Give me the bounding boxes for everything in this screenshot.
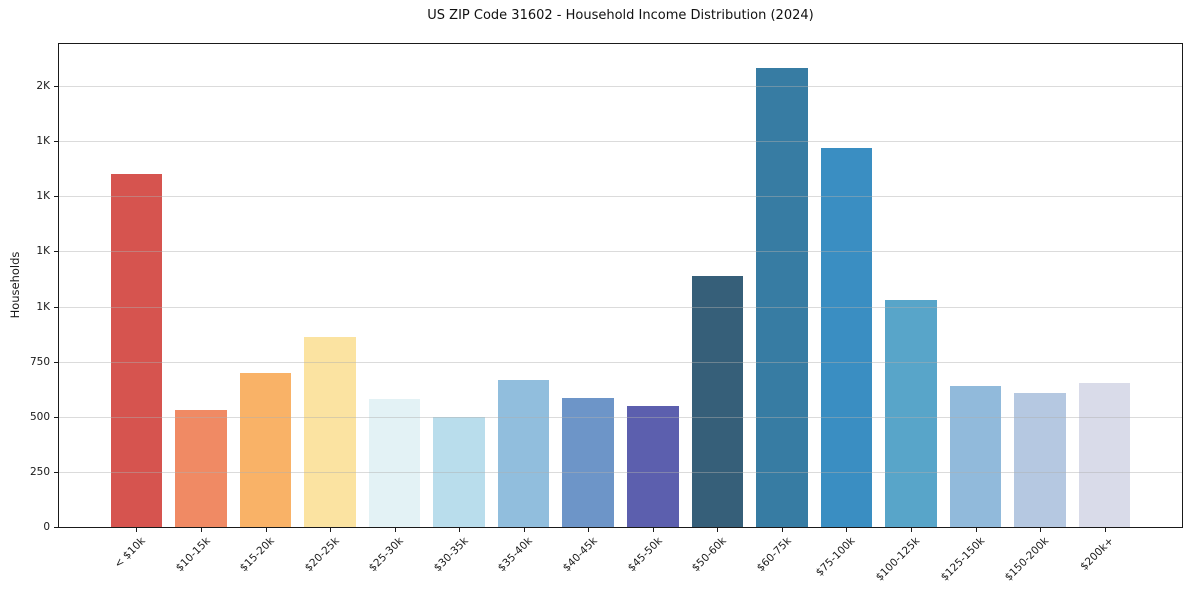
x-tick	[330, 528, 332, 532]
x-tick	[846, 528, 848, 532]
x-tick	[201, 528, 202, 532]
bar-$20-25k	[304, 337, 356, 527]
bar-$35-40k	[497, 380, 550, 527]
y-tick	[54, 85, 58, 87]
plot-area	[58, 43, 1183, 528]
x-tick-label-text: $15-20k	[237, 535, 277, 575]
y-tick-label: 500	[29, 410, 50, 423]
x-tick-label-text: $100-125k	[873, 535, 923, 584]
y-tick-label: 250	[29, 465, 50, 478]
x-tick-label-text: $20-25k	[302, 535, 342, 575]
y-tick-label: 1K	[36, 245, 50, 258]
y-tick	[54, 416, 58, 418]
bar-$150-200k	[1014, 392, 1066, 527]
bar-$200k+	[1078, 382, 1131, 527]
gridline	[59, 471, 1182, 473]
y-tick-label: 1K	[36, 135, 50, 147]
bar-$50-60k	[691, 275, 744, 527]
bar-$15-20k	[239, 372, 292, 527]
gridline	[59, 251, 1182, 253]
y-tick	[54, 141, 58, 142]
gridline	[59, 141, 1182, 142]
x-tick	[588, 528, 590, 532]
bar-$25-30k	[368, 399, 421, 527]
bar-< $10k	[110, 174, 163, 527]
bar-$75-100k	[820, 147, 873, 527]
x-tick	[459, 528, 461, 532]
bar-$40-45k	[562, 398, 614, 527]
x-tick	[136, 528, 138, 532]
bar-$30-35k	[433, 416, 485, 527]
chart-title: US ZIP Code 31602 - Household Income Dis…	[427, 8, 814, 23]
y-tick-label: 2K	[36, 79, 50, 92]
bar-$60-75k	[756, 68, 808, 527]
x-tick	[717, 528, 719, 532]
bar-$100-125k	[885, 299, 937, 527]
x-tick-label-text: $45-50k	[625, 535, 665, 575]
x-tick-label-text: $200k+	[1078, 535, 1117, 573]
gridline	[59, 85, 1182, 87]
y-tick	[54, 306, 58, 308]
x-tick	[1040, 528, 1041, 532]
y-tick-label: 750	[29, 355, 50, 368]
x-tick-label-text: $125-150k	[938, 535, 987, 584]
x-tick-label-text: $40-45k	[560, 535, 600, 575]
x-tick-label-text: $150-200k	[1002, 535, 1052, 584]
x-tick	[1104, 528, 1106, 532]
y-tick	[54, 196, 58, 198]
bar-$10-15k	[175, 410, 227, 527]
x-tick	[910, 528, 912, 532]
gridline	[59, 306, 1182, 308]
x-tick-label-text: $25-30k	[366, 535, 407, 575]
x-tick	[394, 528, 396, 532]
y-tick	[54, 471, 58, 473]
y-tick-label: 0	[43, 521, 50, 533]
x-tick-label-text: $50-60k	[689, 535, 729, 575]
y-tick	[54, 361, 58, 363]
x-tick	[975, 528, 977, 532]
gridline	[59, 416, 1182, 418]
x-tick-label-text: $75-100k	[814, 535, 858, 579]
y-tick	[54, 527, 58, 528]
x-tick	[523, 528, 525, 532]
y-tick-label: 1K	[36, 300, 50, 313]
bar-$125-150k	[949, 385, 1002, 527]
x-tick-label-text: $35-40k	[496, 535, 536, 575]
x-tick-label-text: $30-35k	[431, 535, 471, 575]
bar-$45-50k	[627, 405, 679, 527]
gridline	[59, 196, 1182, 198]
x-tick	[781, 528, 783, 532]
y-tick-label: 1K	[36, 190, 50, 203]
x-tick-label-text: $10-15k	[173, 535, 213, 575]
y-tick	[54, 251, 58, 253]
gridline	[59, 361, 1182, 363]
x-tick	[265, 528, 267, 532]
x-tick	[652, 528, 654, 532]
x-tick-label-text: < $10k	[112, 535, 148, 571]
x-tick-label-text: $60-75k	[754, 535, 794, 575]
